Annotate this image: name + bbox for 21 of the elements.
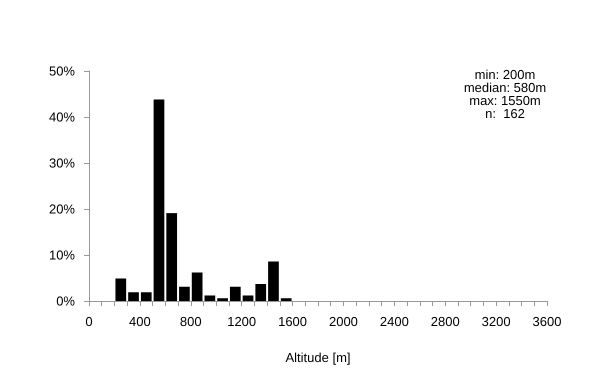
x-tick-label: 1600 bbox=[278, 314, 308, 329]
x-tick-label: 400 bbox=[129, 314, 151, 329]
x-tick-label: 800 bbox=[180, 314, 202, 329]
annotation: median: 580m bbox=[464, 80, 546, 95]
y-tick-label: 0% bbox=[56, 294, 76, 308]
y-tick-label: 20% bbox=[48, 202, 76, 216]
x-tick-label: 3600 bbox=[532, 314, 562, 329]
x-tick-label: 1200 bbox=[227, 314, 256, 329]
x-tick-label: 2000 bbox=[328, 314, 358, 329]
y-tick-label: 50% bbox=[48, 64, 76, 78]
y-tick-label: 10% bbox=[48, 248, 76, 262]
y-tick-label: 30% bbox=[48, 156, 76, 170]
annotation: n: 162 bbox=[485, 106, 525, 121]
y-tick-label: 40% bbox=[48, 110, 76, 124]
annotation: min: 200m bbox=[474, 67, 536, 82]
annotation: max: 1550m bbox=[469, 93, 541, 108]
x-tick-label: 2400 bbox=[380, 314, 409, 329]
x-axis-title: Altitude [m] bbox=[285, 350, 351, 365]
x-tick-label: 3200 bbox=[482, 314, 511, 329]
x-tick-label: 0 bbox=[85, 314, 93, 329]
x-tick-label: 2800 bbox=[430, 314, 460, 329]
